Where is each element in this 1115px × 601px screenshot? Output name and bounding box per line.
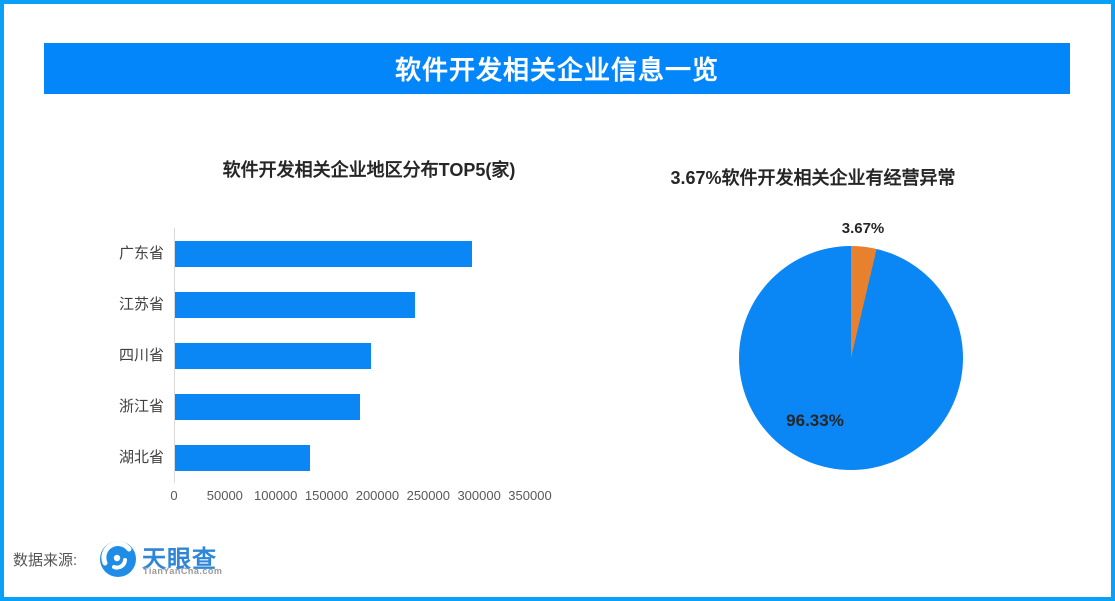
bar-category-label: 四川省 [118,347,164,364]
bar-row [175,279,531,330]
banner-title: 软件开发相关企业信息一览 [394,55,719,85]
bar-浙江省 [175,393,361,420]
bar-x-axis: 0 50000 100000 150000 200000 250000 300000 3500… [170,488,551,504]
bar-category-label: 湖北省 [118,449,164,466]
pie-graphic [739,246,963,470]
x-axis-tick-label: 200000 [355,488,400,503]
x-axis-tick-label: 300000 [457,488,501,503]
tianyancha-logo-name: 天眼查 [142,546,217,573]
bar-江苏省 [175,291,416,318]
data-source-label: 数据来源: [13,552,78,569]
x-axis-tick-label: 50000 [206,488,243,503]
x-axis-tick-label: 250000 [406,488,450,503]
bar-category-label: 江苏省 [118,296,164,313]
pie-chart-title: 3.67%软件开发相关企业有经营异常 [670,168,956,188]
bar-category-label: 广东省 [118,245,164,262]
bar-category-labels: 广东省江苏省四川省浙江省湖北省 [64,228,164,483]
x-axis-tick-label: 0 [170,488,178,503]
banner: 软件开发相关企业信息一览 [44,43,1070,94]
bar-plot [174,228,531,483]
bar-category-label: 浙江省 [118,398,164,415]
tianyancha-logo-domain: TianYanCha.com [143,566,223,576]
pie-label-normal: 96.33% [786,411,844,430]
tianyancha-eye-icon [100,541,136,577]
bar-row [175,381,531,432]
x-axis-tick-label: 150000 [304,488,349,503]
x-axis-tick-label: 100000 [254,488,298,503]
bar-row [175,228,531,279]
x-axis-tick-label: 350000 [508,488,552,503]
bar-chart-title: 软件开发相关企业地区分布TOP5(家) [222,160,516,180]
pie-label-abnormal: 3.67% [841,220,885,237]
bar-row [175,330,531,381]
bar-广东省 [175,240,472,267]
bar-四川省 [175,342,372,369]
bar-row [175,432,531,483]
bar-湖北省 [175,444,311,471]
